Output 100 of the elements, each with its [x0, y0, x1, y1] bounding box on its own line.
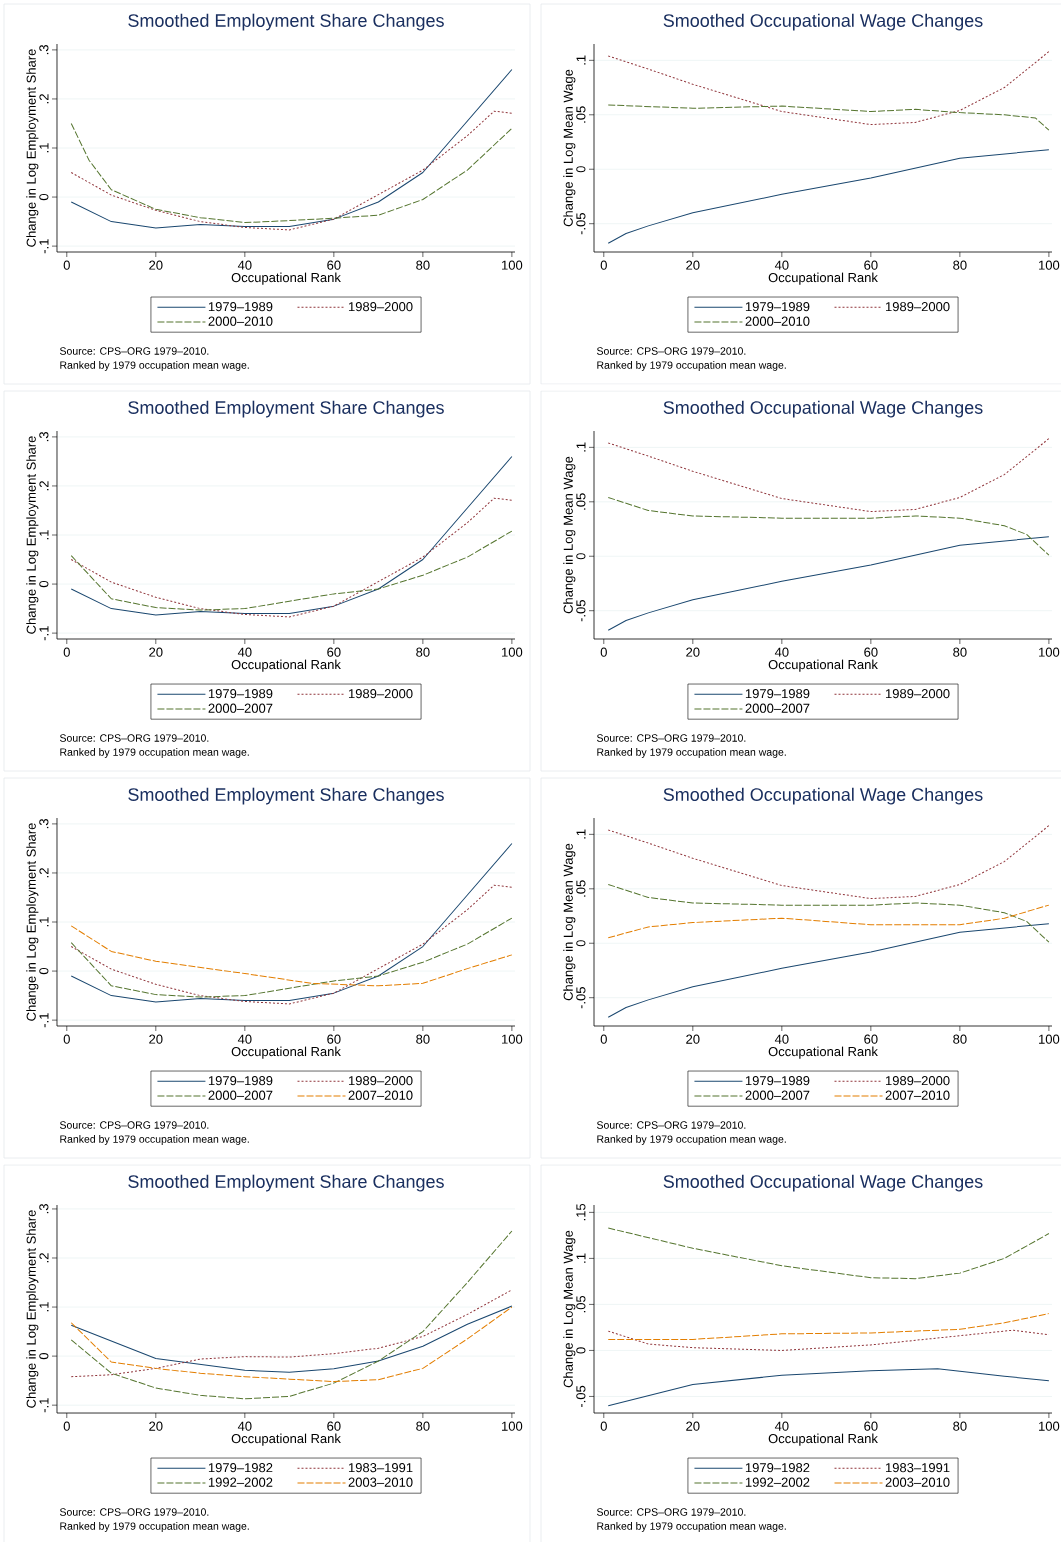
- x-tick-label: 40: [237, 647, 252, 657]
- x-axis-title: Occupational Rank: [231, 1433, 341, 1446]
- line-series: [607, 1329, 1050, 1351]
- y-axis-title: Change in Log Employment Share: [26, 1210, 39, 1408]
- legend-label: 1979–1989: [208, 1076, 273, 1086]
- legend-label: 1979–1989: [745, 1076, 810, 1086]
- line-series: [70, 122, 513, 224]
- legend-label: 1989–2000: [885, 689, 950, 699]
- y-tick-label: .05: [576, 493, 586, 510]
- line-series: [607, 149, 1050, 244]
- x-tick-label: 100: [1039, 1421, 1060, 1431]
- x-tick-label: 100: [502, 260, 523, 270]
- y-tick-label: .05: [576, 880, 586, 897]
- x-tick-label: 0: [63, 1034, 70, 1044]
- x-tick-label: 60: [327, 260, 341, 270]
- x-tick-label: 80: [953, 1034, 967, 1044]
- legend-label: 1979–1982: [745, 1463, 810, 1473]
- x-axis-title: Occupational Rank: [231, 1046, 341, 1059]
- text: Ranked by 1979 occupation mean wage.: [597, 1522, 786, 1532]
- x-tick-label: 80: [953, 647, 967, 657]
- text: Ranked by 1979 occupation mean wage.: [60, 1135, 249, 1145]
- legend-label: 1989–2000: [348, 302, 413, 312]
- x-tick-label: 20: [149, 260, 163, 270]
- chart-title: Smoothed Employment Share Changes: [128, 787, 444, 805]
- y-tick-label: -.1: [39, 1013, 49, 1028]
- chart-title: Smoothed Occupational Wage Changes: [663, 400, 983, 418]
- x-tick-label: 0: [600, 1421, 607, 1431]
- line-series: [607, 904, 1050, 939]
- text: Ranked by 1979 occupation mean wage.: [597, 1135, 786, 1145]
- y-axis-title: Change in Log Mean Wage: [563, 843, 576, 1001]
- x-tick-label: 80: [416, 647, 430, 657]
- legend-label: 1979–1989: [208, 689, 273, 699]
- y-tick-label: .2: [39, 94, 49, 104]
- legend-label: 1989–2000: [348, 1076, 413, 1086]
- y-tick-label: .3: [39, 432, 49, 442]
- source-note: Source: CPS–ORG 1979–2010.: [59, 734, 209, 742]
- x-tick-label: 0: [63, 260, 70, 270]
- x-tick-label: 20: [149, 647, 163, 657]
- source-note: Source: CPS–ORG 1979–2010.: [596, 734, 746, 742]
- y-tick-label: -.1: [39, 239, 49, 254]
- y-tick-label: -.1: [39, 626, 49, 641]
- x-tick-label: 20: [686, 647, 700, 657]
- x-tick-label: 40: [774, 647, 789, 657]
- chart-title: Smoothed Employment Share Changes: [128, 400, 444, 418]
- text: Ranked by 1979 occupation mean wage.: [60, 748, 249, 758]
- source-note: Source: CPS–ORG 1979–2010.: [59, 1121, 209, 1129]
- chart-title: Smoothed Employment Share Changes: [128, 1174, 444, 1192]
- text: Ranked by 1979 occupation mean wage.: [60, 1522, 249, 1532]
- x-tick-label: 60: [327, 1034, 341, 1044]
- x-tick-label: 80: [416, 1034, 430, 1044]
- y-axis-title: Change in Log Employment Share: [26, 823, 39, 1021]
- x-tick-label: 0: [600, 647, 607, 657]
- x-axis-title: Occupational Rank: [768, 659, 878, 672]
- y-axis-title: Change in Log Mean Wage: [563, 456, 576, 614]
- x-axis-title: Occupational Rank: [768, 1046, 878, 1059]
- x-tick-label: 0: [63, 1421, 70, 1431]
- x-tick-label: 0: [600, 260, 607, 270]
- y-tick-label: .15: [576, 1203, 586, 1221]
- x-axis-title: Occupational Rank: [231, 659, 341, 672]
- y-tick-label: 0: [39, 193, 49, 201]
- x-tick-label: 40: [774, 260, 789, 270]
- x-tick-label: 100: [1039, 647, 1060, 657]
- y-axis-title: Change in Log Employment Share: [26, 49, 39, 247]
- y-tick-label: -.05: [576, 1385, 586, 1408]
- y-tick-label: -.05: [576, 213, 586, 235]
- y-tick-label: .3: [39, 45, 49, 55]
- line-series: [607, 1313, 1050, 1340]
- y-tick-label: 0: [576, 940, 586, 947]
- x-tick-label: 40: [237, 1034, 252, 1044]
- line-series: [607, 51, 1050, 126]
- y-tick-label: .2: [39, 481, 49, 491]
- y-tick-label: 0: [576, 1347, 586, 1354]
- line-series: [607, 1227, 1050, 1280]
- x-tick-label: 0: [600, 1034, 607, 1044]
- x-axis-title: Occupational Rank: [768, 1433, 878, 1446]
- legend-label: 1992–2002: [745, 1477, 810, 1487]
- legend-label: 1979–1982: [208, 1463, 273, 1473]
- legend-label: 1983–1991: [885, 1463, 950, 1473]
- y-axis-title: Change in Log Mean Wage: [563, 69, 576, 227]
- y-axis-title: Change in Log Employment Share: [26, 436, 39, 634]
- x-tick-label: 0: [63, 647, 70, 657]
- y-tick-label: .1: [576, 55, 586, 65]
- x-axis-title: Occupational Rank: [231, 272, 341, 285]
- line-series: [70, 843, 513, 1003]
- x-tick-label: 80: [416, 260, 430, 270]
- y-tick-label: 0: [39, 967, 49, 975]
- y-tick-label: .3: [39, 819, 49, 829]
- chart-title: Smoothed Employment Share Changes: [128, 13, 444, 31]
- line-series: [70, 917, 513, 998]
- text: Ranked by 1979 occupation mean wage.: [597, 748, 786, 758]
- legend-label: 2003–2010: [885, 1477, 950, 1487]
- y-tick-label: .05: [576, 106, 586, 123]
- x-tick-label: 100: [1039, 260, 1060, 270]
- legend-label: 2007–2010: [348, 1090, 413, 1100]
- line-series: [70, 530, 513, 611]
- line-series: [70, 925, 513, 987]
- source-note: Source: CPS–ORG 1979–2010.: [596, 1508, 746, 1516]
- line-series: [607, 104, 1050, 131]
- x-tick-label: 60: [864, 1421, 878, 1431]
- text: Ranked by 1979 occupation mean wage.: [597, 361, 786, 371]
